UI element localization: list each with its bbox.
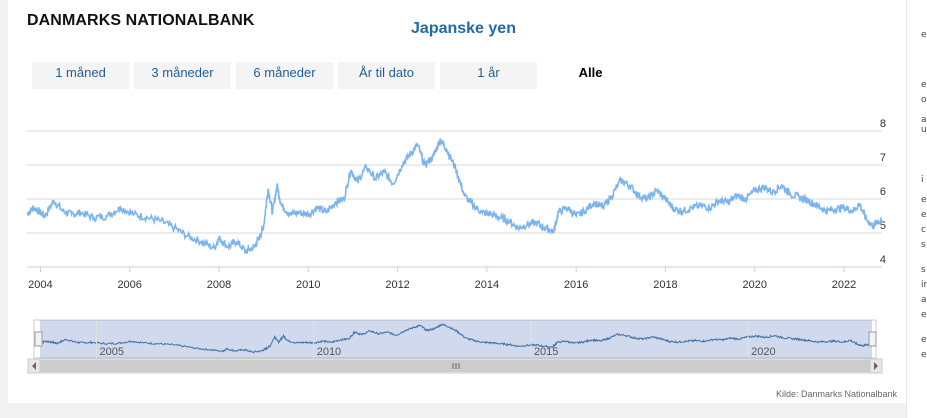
x-tick-label: 2018 — [653, 279, 677, 291]
x-tick-label: 2016 — [564, 279, 588, 291]
chart-title: Japanske yen — [411, 20, 516, 37]
range-button-3-months[interactable]: 3 måneder — [134, 62, 231, 89]
brand-logo-text: DANMARKS NATIONALBANK — [27, 12, 255, 29]
grid-lines — [27, 130, 882, 268]
edge-text-fragment: e — [921, 195, 927, 205]
navigator-selection[interactable] — [40, 320, 872, 358]
range-button-ytd[interactable]: År til dato — [338, 62, 435, 89]
edge-text-fragment: a — [921, 295, 927, 305]
navigator-handle-right[interactable] — [868, 331, 877, 347]
edge-text-fragment: e — [921, 30, 927, 40]
x-tick-label: 2008 — [207, 279, 231, 291]
edge-text-fragment: e — [921, 80, 927, 90]
edge-text-fragment: e — [921, 210, 927, 220]
series-line — [26, 138, 883, 255]
x-tick-label: 2020 — [743, 279, 767, 291]
edge-text-fragment: c — [921, 225, 926, 235]
navigator-tick-label: 2010 — [317, 346, 341, 358]
x-tick-label: 2006 — [117, 279, 141, 291]
x-tick-label: 2010 — [296, 279, 320, 291]
x-tick-label: 2014 — [475, 279, 499, 291]
navigator-tick-label: 2020 — [751, 346, 775, 358]
y-tick-label: 7 — [880, 152, 886, 164]
arrow-left-icon — [32, 362, 36, 370]
range-button-6-months[interactable]: 6 måneder — [236, 62, 333, 89]
edge-text-fragment: e — [921, 335, 927, 345]
y-axis-ticks: 4 5 6 7 8 — [880, 118, 886, 266]
scrollbar-thumb[interactable] — [40, 360, 870, 372]
edge-text-fragment: o — [921, 95, 927, 105]
x-tick-label: 2004 — [28, 279, 52, 291]
range-button-1-year[interactable]: 1 år — [440, 62, 537, 89]
edge-text-fragment: e — [921, 310, 927, 320]
x-tick-label: 2012 — [385, 279, 409, 291]
navigator-tick-label: 2005 — [99, 346, 123, 358]
y-tick-label: 5 — [880, 220, 886, 232]
y-tick-label: 4 — [880, 254, 886, 266]
edge-text-fragment: s — [921, 265, 926, 275]
edge-text-fragment: i — [921, 175, 924, 185]
edge-text-fragment: s — [921, 240, 926, 250]
scrollbar-grip-icon — [452, 363, 460, 369]
x-tick-label: 2022 — [832, 279, 856, 291]
y-tick-label: 6 — [880, 186, 886, 198]
edge-text-fragment: ir — [921, 280, 927, 290]
y-tick-label: 8 — [880, 118, 886, 130]
edge-text-fragment: u — [921, 125, 927, 135]
scrollbar[interactable] — [27, 358, 883, 374]
navigator-handle-left[interactable] — [34, 331, 43, 347]
navigator-tick-label: 2015 — [534, 346, 558, 358]
source-credit: Kilde: Danmarks Nationalbank — [775, 389, 897, 399]
edge-text-fragment: e — [921, 350, 927, 360]
navigator-series-line — [39, 323, 873, 354]
range-button-1-month[interactable]: 1 måned — [32, 62, 129, 89]
range-button-all[interactable]: Alle — [578, 65, 603, 80]
page-edge-fragment: e e o a u i e e c s s ir a e e e — [906, 0, 927, 418]
arrow-right-icon — [874, 362, 878, 370]
edge-text-fragment: a — [921, 115, 927, 125]
navigator[interactable]: 2005 2010 2015 2020 — [33, 319, 877, 359]
x-axis-ticks: 2004 2006 2008 2010 2012 2014 2016 2018 2020 2022 — [28, 267, 856, 291]
navigator-ticks: 2005 2010 2015 2020 — [95, 320, 776, 358]
